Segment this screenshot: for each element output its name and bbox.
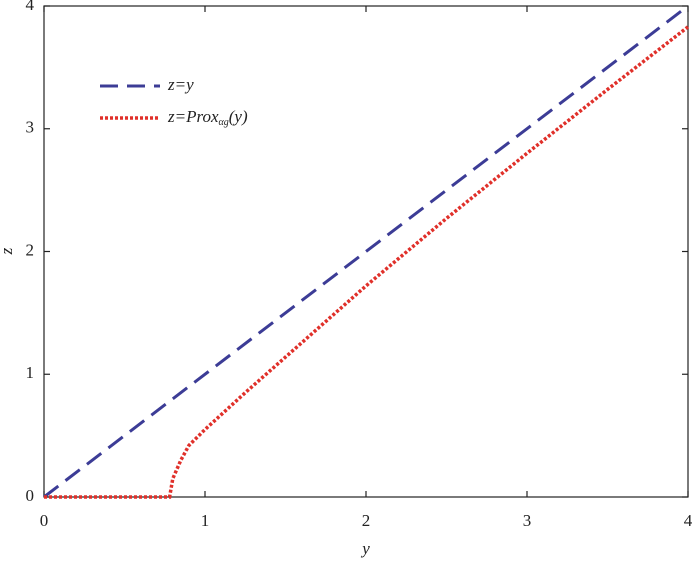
- x-tick-label: 0: [40, 511, 49, 530]
- y-axis-label: z: [0, 247, 16, 255]
- y-tick-label: 3: [26, 118, 35, 137]
- x-tick-label: 4: [684, 511, 693, 530]
- legend-label: z=y: [167, 75, 194, 94]
- y-tick-label: 0: [26, 486, 35, 505]
- y-tick-label: 1: [26, 363, 35, 382]
- x-tick-label: 3: [523, 511, 532, 530]
- x-tick-label: 2: [362, 511, 371, 530]
- y-tick-label: 2: [26, 240, 35, 259]
- series-line: [44, 25, 690, 499]
- x-tick-label: 1: [201, 511, 210, 530]
- x-axis-label: y: [360, 539, 370, 558]
- y-tick-label: 4: [26, 0, 35, 14]
- legend-label: z=Proxαg(y): [167, 107, 248, 128]
- series-line: [43, 4, 689, 499]
